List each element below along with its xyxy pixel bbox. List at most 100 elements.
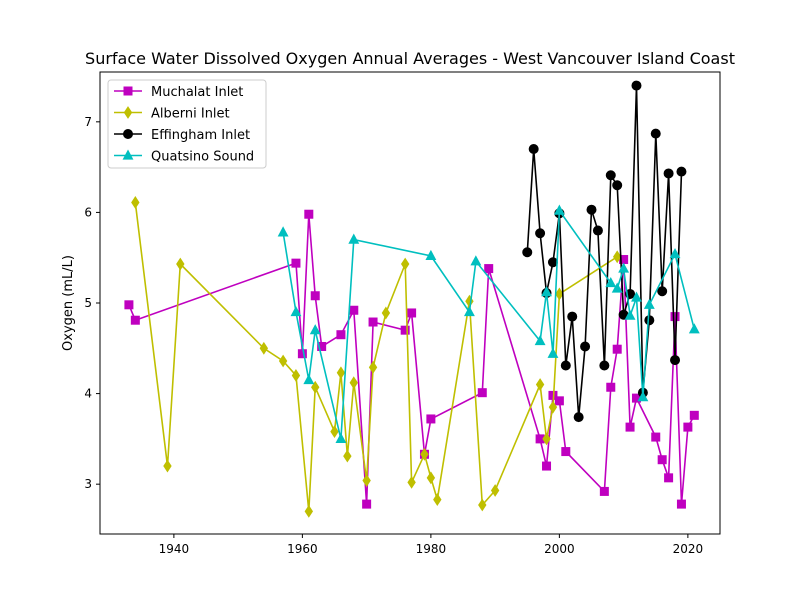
data-point-quatsino-sound	[541, 286, 552, 297]
data-point-alberni-inlet	[362, 474, 371, 487]
data-point-muchalat-inlet	[683, 422, 693, 432]
data-point-effingham-inlet	[631, 80, 642, 91]
legend-item-alberni-inlet: Alberni Inlet	[114, 106, 230, 122]
legend: Muchalat Inlet Alberni Inlet Effingham Inl…	[107, 79, 267, 169]
data-point-alberni-inlet	[535, 378, 545, 391]
data-point-quatsino-sound	[303, 373, 315, 385]
data-point-alberni-inlet	[336, 366, 346, 380]
legend-marker	[122, 149, 134, 160]
data-point-alberni-inlet	[131, 196, 140, 209]
series-line-quatsino-sound	[282, 208, 696, 440]
data-point-quatsino-sound	[309, 324, 321, 335]
data-point-muchalat-inlet	[407, 308, 417, 318]
data-point-muchalat-inlet	[426, 414, 436, 424]
data-point-quatsino-sound	[547, 347, 559, 358]
data-point-muchalat-inlet	[317, 341, 327, 351]
data-point-muchalat-inlet	[349, 305, 359, 315]
data-point-muchalat-inlet	[362, 499, 372, 509]
data-point-quatsino-sound	[348, 233, 360, 244]
data-point-muchalat-inlet	[130, 315, 140, 325]
data-point-effingham-inlet	[573, 412, 584, 423]
data-point-alberni-inlet	[278, 354, 288, 368]
data-point-muchalat-inlet	[124, 300, 134, 310]
data-point-alberni-inlet	[381, 306, 391, 320]
y-tick-label: 6	[84, 205, 92, 219]
data-point-quatsino-sound	[463, 305, 475, 317]
data-point-alberni-inlet	[163, 459, 172, 473]
data-point-muchalat-inlet	[676, 499, 686, 509]
legend-item-effingham-inlet: Effingham Inlet	[114, 128, 250, 143]
y-tick-label: 4	[84, 387, 92, 401]
data-point-quatsino-sound	[611, 282, 623, 293]
data-point-alberni-inlet	[478, 498, 487, 512]
legend-label: Muchalat Inlet	[151, 85, 243, 100]
data-point-effingham-inlet	[657, 286, 668, 297]
data-point-muchalat-inlet	[368, 317, 378, 327]
data-point-effingham-inlet	[547, 257, 558, 268]
data-point-muchalat-inlet	[310, 291, 320, 301]
x-tick-label: 1960	[287, 542, 318, 556]
data-point-muchalat-inlet	[291, 258, 301, 268]
y-tick-label: 3	[84, 477, 92, 491]
y-tick-label: 7	[84, 115, 92, 129]
y-axis: 3 4 5 6 7	[84, 115, 100, 491]
x-tick-label: 1940	[159, 542, 190, 556]
data-point-quatsino-sound	[605, 277, 617, 288]
x-tick-label: 2020	[673, 542, 704, 556]
series-effingham-inlet	[522, 80, 687, 423]
data-point-quatsino-sound	[688, 323, 700, 334]
data-point-alberni-inlet	[555, 287, 564, 301]
data-point-effingham-inlet	[522, 247, 533, 258]
data-point-quatsino-sound	[470, 255, 482, 266]
data-point-quatsino-sound	[277, 226, 289, 237]
data-point-effingham-inlet	[676, 166, 687, 177]
legend-item-quatsino-sound: Quatsino Sound	[114, 149, 254, 165]
data-point-alberni-inlet	[490, 484, 500, 497]
data-point-muchalat-inlet	[304, 209, 314, 219]
data-point-effingham-inlet	[605, 170, 616, 181]
data-point-alberni-inlet	[291, 369, 301, 382]
data-point-muchalat-inlet	[400, 325, 410, 335]
x-axis: 1940 1960 1980 2000 2020	[159, 534, 704, 556]
series-line-alberni-inlet	[134, 202, 618, 512]
data-point-muchalat-inlet	[612, 344, 622, 354]
data-point-quatsino-sound	[335, 432, 347, 443]
data-point-alberni-inlet	[304, 504, 314, 518]
data-point-quatsino-sound	[624, 309, 636, 320]
data-point-muchalat-inlet	[664, 473, 674, 483]
y-tick-label: 5	[84, 296, 92, 310]
data-point-effingham-inlet	[650, 128, 661, 139]
y-axis-label: Oxygen (mL/L)	[61, 255, 76, 351]
data-point-quatsino-sound	[425, 249, 437, 260]
data-point-alberni-inlet	[259, 341, 269, 355]
legend-label: Quatsino Sound	[151, 150, 254, 165]
data-point-alberni-inlet	[343, 449, 352, 463]
data-point-quatsino-sound	[669, 248, 681, 259]
data-point-muchalat-inlet	[336, 330, 346, 340]
data-point-alberni-inlet	[548, 400, 558, 414]
data-point-muchalat-inlet	[477, 388, 487, 398]
data-point-muchalat-inlet	[670, 312, 680, 322]
data-point-muchalat-inlet	[542, 461, 552, 471]
data-point-alberni-inlet	[311, 380, 320, 394]
x-tick-label: 1980	[416, 542, 447, 556]
data-point-effingham-inlet	[663, 168, 674, 179]
data-point-alberni-inlet	[426, 471, 436, 485]
chart-title: Surface Water Dissolved Oxygen Annual Av…	[85, 49, 735, 68]
data-point-muchalat-inlet	[599, 486, 609, 496]
data-point-quatsino-sound	[618, 262, 630, 273]
data-point-effingham-inlet	[560, 360, 571, 371]
legend-label: Alberni Inlet	[151, 107, 230, 122]
data-point-effingham-inlet	[612, 180, 623, 191]
data-point-muchalat-inlet	[561, 447, 571, 457]
data-point-effingham-inlet	[580, 341, 591, 352]
data-point-quatsino-sound	[553, 204, 565, 215]
data-point-quatsino-sound	[637, 391, 649, 402]
data-point-effingham-inlet	[567, 311, 578, 322]
data-point-alberni-inlet	[176, 257, 185, 271]
legend-marker	[123, 86, 133, 96]
data-point-muchalat-inlet	[625, 422, 635, 432]
data-point-effingham-inlet	[592, 225, 603, 236]
data-point-quatsino-sound	[631, 291, 642, 302]
legend-item-muchalat-inlet: Muchalat Inlet	[114, 85, 243, 100]
